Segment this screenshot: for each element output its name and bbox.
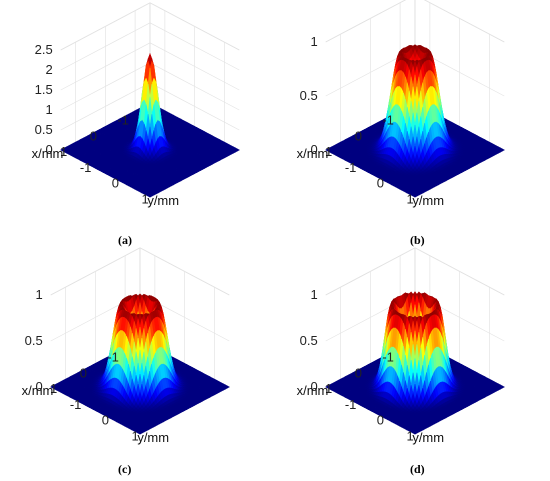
y-tick-label: 1 [407,191,414,206]
surface-patch [412,194,418,198]
x-tick-label: -1 [382,113,394,128]
z-tick-label: 2.5 [35,42,53,57]
surface-plot-b: 0 0.5 1 -1 0 1 x/mm -1 0 1 y/mm [275,0,550,230]
surface-plot-c: 0 0.5 1 -1 0 1 x/mm -1 0 1 y/mm [0,247,275,462]
y-tick-label: 0 [112,176,119,191]
surface-mesh [50,293,230,435]
x-tick-label: 1 [325,144,332,159]
x-axis-label: x/mm [32,146,64,161]
y-axis-label: y/mm [412,193,444,208]
z-axis: 0 0.5 1 1.5 2 2.5 [35,42,53,157]
y-tick-label: 1 [142,191,149,206]
x-axis-label: x/mm [297,146,329,161]
y-tick-label: -1 [345,160,357,175]
z-tick-label: 2 [45,62,52,77]
surface-plot-a: 0 0.5 1 1.5 2 2.5 -1 0 1 x/mm -1 0 1 y/mm [0,0,275,230]
z-tick-label: 1 [310,34,317,49]
z-tick-label: 0 [310,142,317,157]
surface-patch [147,194,153,198]
y-axis-label: y/mm [147,193,179,208]
y-tick-label: 0 [377,176,384,191]
z-tick-label: 1 [45,102,52,117]
z-axis: 00.51 [300,34,318,157]
z-tick-label: 0 [45,142,52,157]
y-axis: -1 0 1y/mm [80,160,179,208]
y-tick-label: -1 [80,160,92,175]
x-tick-label: 1 [60,144,67,159]
y-axis: -1 0 1y/mm [345,160,444,208]
z-tick-label: 0.5 [35,122,53,137]
z-tick-label: 0.5 [300,88,318,103]
x-tick-label: 0 [355,128,362,143]
caption-b: (b) [410,233,425,247]
x-tick-label: 0 [90,128,97,143]
surface-mesh [325,44,505,198]
z-tick-label: 1.5 [35,82,53,97]
surface-mesh [60,52,240,198]
caption-a: (a) [118,233,132,247]
x-tick-label: -1 [117,113,129,128]
